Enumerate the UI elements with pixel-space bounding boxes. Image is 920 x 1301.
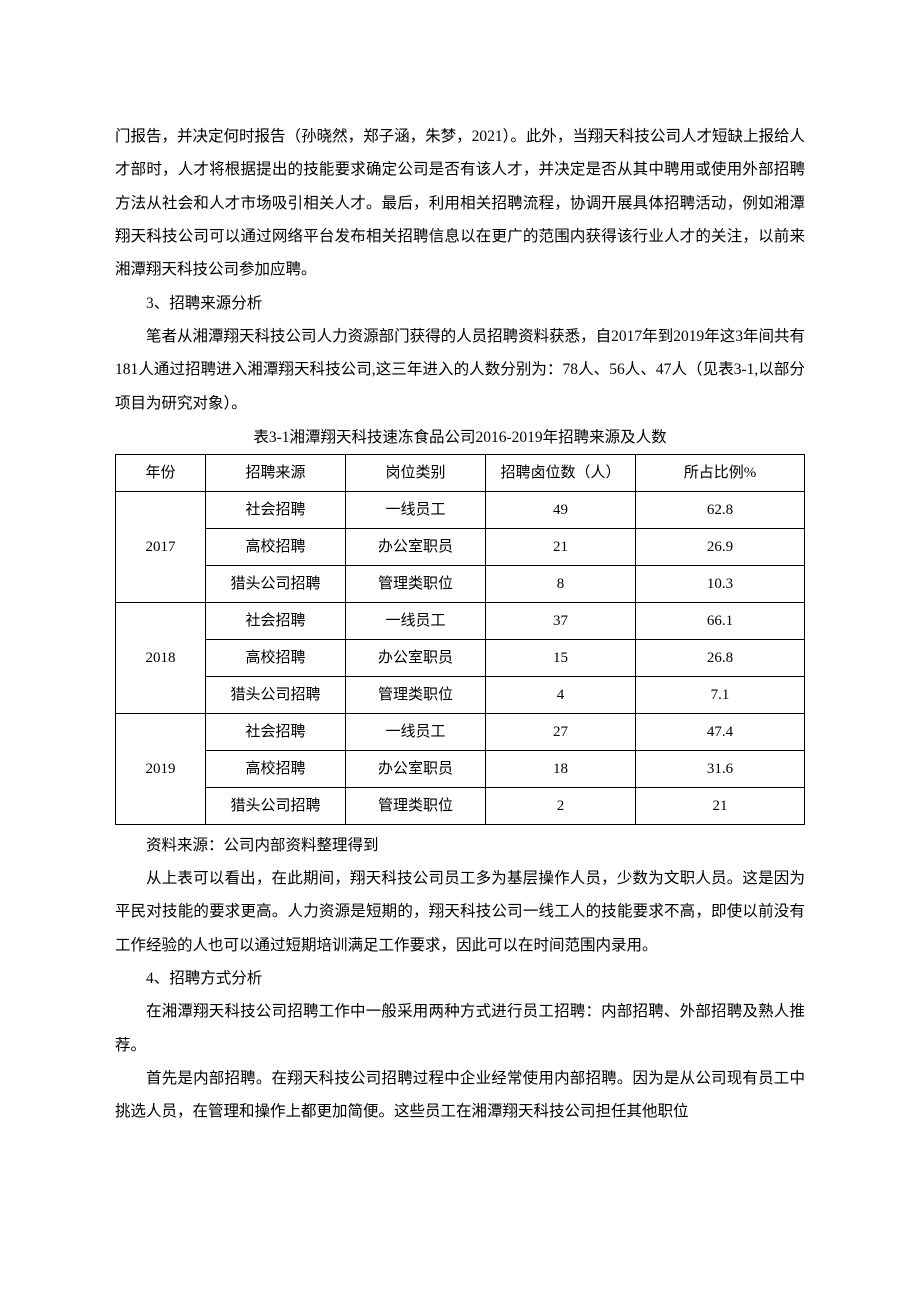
table-row: 2019 社会招聘 一线员工 27 47.4 [116,713,805,750]
cell-category: 办公室职员 [346,528,486,565]
table-row: 猎头公司招聘 管理类职位 4 7.1 [116,676,805,713]
cell-ratio: 26.9 [636,528,805,565]
cell-ratio: 10.3 [636,565,805,602]
cell-ratio: 66.1 [636,602,805,639]
cell-category: 办公室职员 [346,639,486,676]
cell-ratio: 47.4 [636,713,805,750]
cell-year: 2019 [116,713,206,824]
cell-ratio: 26.8 [636,639,805,676]
cell-ratio: 7.1 [636,676,805,713]
cell-category: 一线员工 [346,491,486,528]
table-row: 高校招聘 办公室职员 18 31.6 [116,750,805,787]
cell-count: 21 [486,528,636,565]
cell-category: 管理类职位 [346,787,486,824]
cell-count: 2 [486,787,636,824]
cell-category: 一线员工 [346,713,486,750]
cell-count: 18 [486,750,636,787]
th-source: 招聘来源 [206,454,346,491]
table-row: 2017 社会招聘 一线员工 49 62.8 [116,491,805,528]
cell-category: 管理类职位 [346,676,486,713]
paragraph-4a: 在湘潭翔天科技公司招聘工作中一般采用两种方式进行员工招聘：内部招聘、外部招聘及熟… [115,995,805,1062]
section-heading-3: 3、招聘来源分析 [115,287,805,320]
cell-category: 管理类职位 [346,565,486,602]
cell-source: 猎头公司招聘 [206,565,346,602]
th-category: 岗位类别 [346,454,486,491]
table-row: 高校招聘 办公室职员 15 26.8 [116,639,805,676]
cell-count: 49 [486,491,636,528]
cell-year: 2017 [116,491,206,602]
table-header-row: 年份 招聘来源 岗位类别 招聘卤位数（人） 所占比例% [116,454,805,491]
table-row: 猎头公司招聘 管理类职位 8 10.3 [116,565,805,602]
th-ratio: 所占比例% [636,454,805,491]
cell-ratio: 21 [636,787,805,824]
cell-count: 8 [486,565,636,602]
cell-count: 27 [486,713,636,750]
table-row: 2018 社会招聘 一线员工 37 66.1 [116,602,805,639]
table-caption: 表3-1湘潭翔天科技速冻食品公司2016-2019年招聘来源及人数 [115,424,805,452]
table-source-note: 资料来源：公司内部资料整理得到 [115,829,805,862]
table-row: 高校招聘 办公室职员 21 26.9 [116,528,805,565]
paragraph-continuation: 门报告，并决定何时报告（孙晓然，郑子涵，朱梦，2021）。此外，当翔天科技公司人… [115,120,805,287]
th-year: 年份 [116,454,206,491]
cell-source: 社会招聘 [206,713,346,750]
cell-year: 2018 [116,602,206,713]
cell-count: 37 [486,602,636,639]
cell-source: 社会招聘 [206,491,346,528]
cell-source: 高校招聘 [206,750,346,787]
cell-count: 15 [486,639,636,676]
table-row: 猎头公司招聘 管理类职位 2 21 [116,787,805,824]
table-body: 2017 社会招聘 一线员工 49 62.8 高校招聘 办公室职员 21 26.… [116,491,805,824]
cell-category: 一线员工 [346,602,486,639]
document-page: 门报告，并决定何时报告（孙晓然，郑子涵，朱梦，2021）。此外，当翔天科技公司人… [0,0,920,1301]
cell-ratio: 62.8 [636,491,805,528]
paragraph-3: 笔者从湘潭翔天科技公司人力资源部门获得的人员招聘资料获悉，自2017年到2019… [115,320,805,420]
cell-source: 猎头公司招聘 [206,676,346,713]
paragraph-after-table: 从上表可以看出，在此期间，翔天科技公司员工多为基层操作人员，少数为文职人员。这是… [115,862,805,962]
cell-ratio: 31.6 [636,750,805,787]
cell-category: 办公室职员 [346,750,486,787]
cell-source: 高校招聘 [206,528,346,565]
cell-source: 社会招聘 [206,602,346,639]
cell-count: 4 [486,676,636,713]
cell-source: 猎头公司招聘 [206,787,346,824]
recruitment-table: 年份 招聘来源 岗位类别 招聘卤位数（人） 所占比例% 2017 社会招聘 一线… [115,454,805,825]
section-heading-4: 4、招聘方式分析 [115,962,805,995]
th-count: 招聘卤位数（人） [486,454,636,491]
paragraph-4b: 首先是内部招聘。在翔天科技公司招聘过程中企业经常使用内部招聘。因为是从公司现有员… [115,1062,805,1129]
cell-source: 高校招聘 [206,639,346,676]
